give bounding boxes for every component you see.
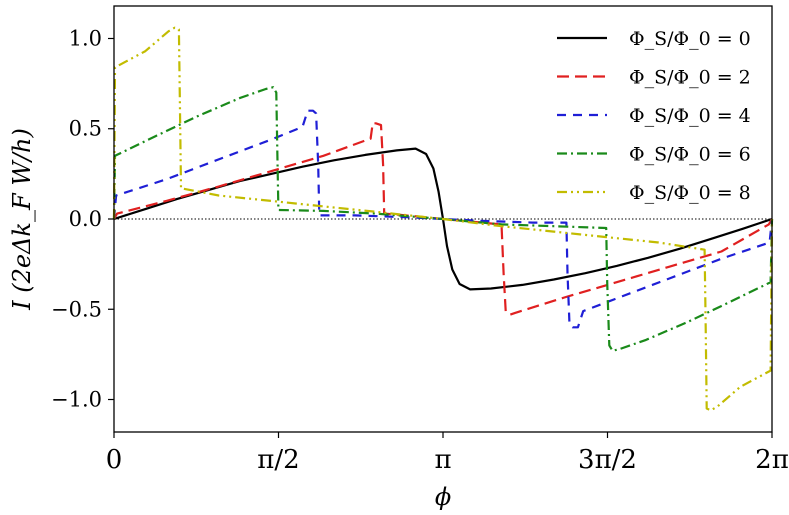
legend-label-1: Φ_S/Φ_0 = 2 — [629, 67, 751, 89]
y-tick-label-0: −1.0 — [51, 388, 102, 412]
x-tick-label-1: π/2 — [257, 445, 299, 475]
legend-label-4: Φ_S/Φ_0 = 8 — [629, 182, 751, 204]
x-tick-label-0: 0 — [106, 445, 123, 475]
y-tick-label-3: 0.5 — [69, 117, 102, 141]
x-tick-label-2: π — [434, 445, 451, 475]
series-line-4 — [112, 26, 774, 412]
y-axis-label: I (2eΔk_F W/h) — [8, 128, 36, 311]
y-tick-label-4: 1.0 — [69, 26, 102, 50]
legend-label-0: Φ_S/Φ_0 = 0 — [629, 28, 751, 50]
legend-label-3: Φ_S/Φ_0 = 6 — [629, 144, 751, 166]
y-tick-label-2: 0.0 — [69, 207, 102, 231]
x-tick-label-4: 2π — [755, 445, 789, 475]
legend: Φ_S/Φ_0 = 0 Φ_S/Φ_0 = 2 Φ_S/Φ_0 = 4 Φ_S/Φ_0… — [557, 28, 751, 204]
ticks-layer: 0 π/2 π 3π/2 2π −1.0 −0.5 0.0 0.5 1.0 — [51, 26, 789, 475]
y-tick-label-1: −0.5 — [51, 297, 102, 321]
x-tick-label-3: 3π/2 — [578, 445, 637, 475]
x-axis-label: ϕ — [435, 483, 451, 511]
series-line-2 — [112, 109, 774, 329]
legend-label-2: Φ_S/Φ_0 = 4 — [629, 105, 751, 127]
series-layer — [112, 26, 774, 412]
